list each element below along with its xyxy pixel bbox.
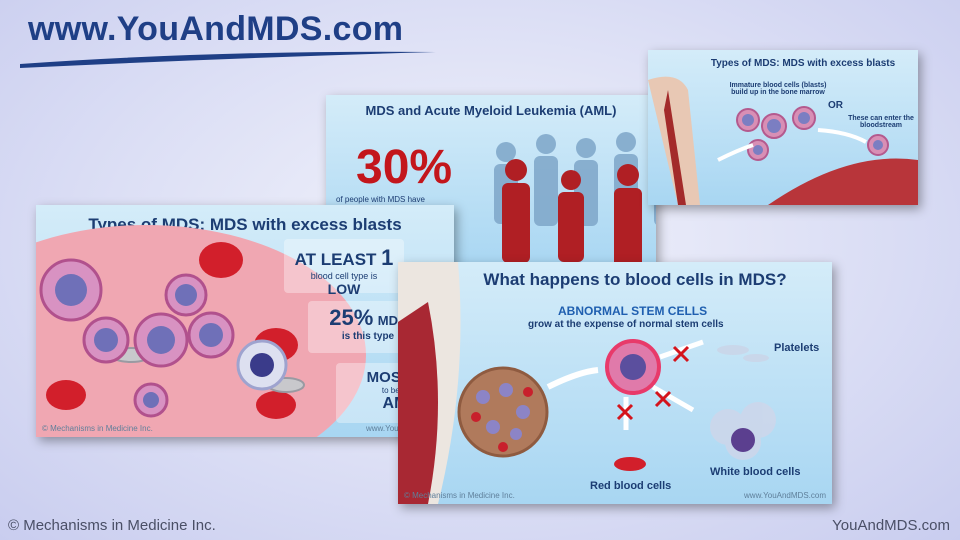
box3-sub: to beco xyxy=(381,386,409,395)
box2-sub: is this type xyxy=(341,331,395,342)
box2-pct: 25% xyxy=(329,305,374,330)
footer-copyright: © Mechanisms in Medicine Inc. xyxy=(8,517,216,534)
label-platelets: Platelets xyxy=(774,342,820,354)
label-or: OR xyxy=(828,100,843,111)
slide-cells-watermark-right: www.YouAndMDS.com xyxy=(744,491,826,500)
slide-blasts-top-title: Types of MDS: MDS with excess blasts xyxy=(710,58,896,69)
slide-cells-subtitle-strong: ABNORMAL STEM CELLS xyxy=(558,304,708,318)
slide-cells-watermark-left: © Mechanisms in Medicine Inc. xyxy=(404,491,515,500)
people-silhouettes xyxy=(494,132,656,268)
box1-low: LOW xyxy=(327,281,361,297)
label-blasts-bloodstream: These can enter the bloodstream xyxy=(848,115,914,129)
slide-what-happens[interactable]: What happens to blood cells in MDS? ABNO… xyxy=(398,262,832,504)
slide-excess-blasts-top[interactable]: Types of MDS: MDS with excess blasts Imm… xyxy=(648,50,918,205)
label-white-blood-cells: White blood cells xyxy=(710,466,801,478)
box1-num: 1 xyxy=(381,245,394,270)
stat-box-at-least-one: AT LEAST 1 blood cell type is LOW xyxy=(284,239,404,297)
slide-excess-blasts-left[interactable]: Types of MDS: MDS with excess blasts AT … xyxy=(36,205,454,437)
slide-cells-title: What happens to blood cells in MDS? xyxy=(483,270,787,289)
slide-left-watermark-right: www.You xyxy=(366,424,399,433)
site-title[interactable]: www.YouAndMDS.com xyxy=(28,10,404,48)
slide-aml-title: MDS and Acute Myeloid Leukemia (AML) xyxy=(365,103,617,118)
box1-big: AT LEAST xyxy=(294,250,377,269)
title-underline-swoosh xyxy=(20,51,436,68)
aml-percent: 30% xyxy=(356,141,453,194)
slide-left-watermark-left: © Mechanisms in Medicine Inc. xyxy=(42,424,153,433)
slide-cells-subtitle: grow at the expense of normal stem cells xyxy=(528,319,724,330)
footer-site-link[interactable]: YouAndMDS.com xyxy=(832,517,950,534)
bone-marrow-illustration xyxy=(648,76,918,205)
stem-cell-diagram xyxy=(398,262,776,504)
aml-caption: of people with MDS have xyxy=(336,195,425,204)
blood-smear-illustration xyxy=(36,225,366,437)
label-blasts-marrow: Immature blood cells (blasts) build up i… xyxy=(729,82,827,96)
label-red-blood-cells: Red blood cells xyxy=(590,480,672,492)
box1-mid: blood cell type is xyxy=(310,271,378,281)
